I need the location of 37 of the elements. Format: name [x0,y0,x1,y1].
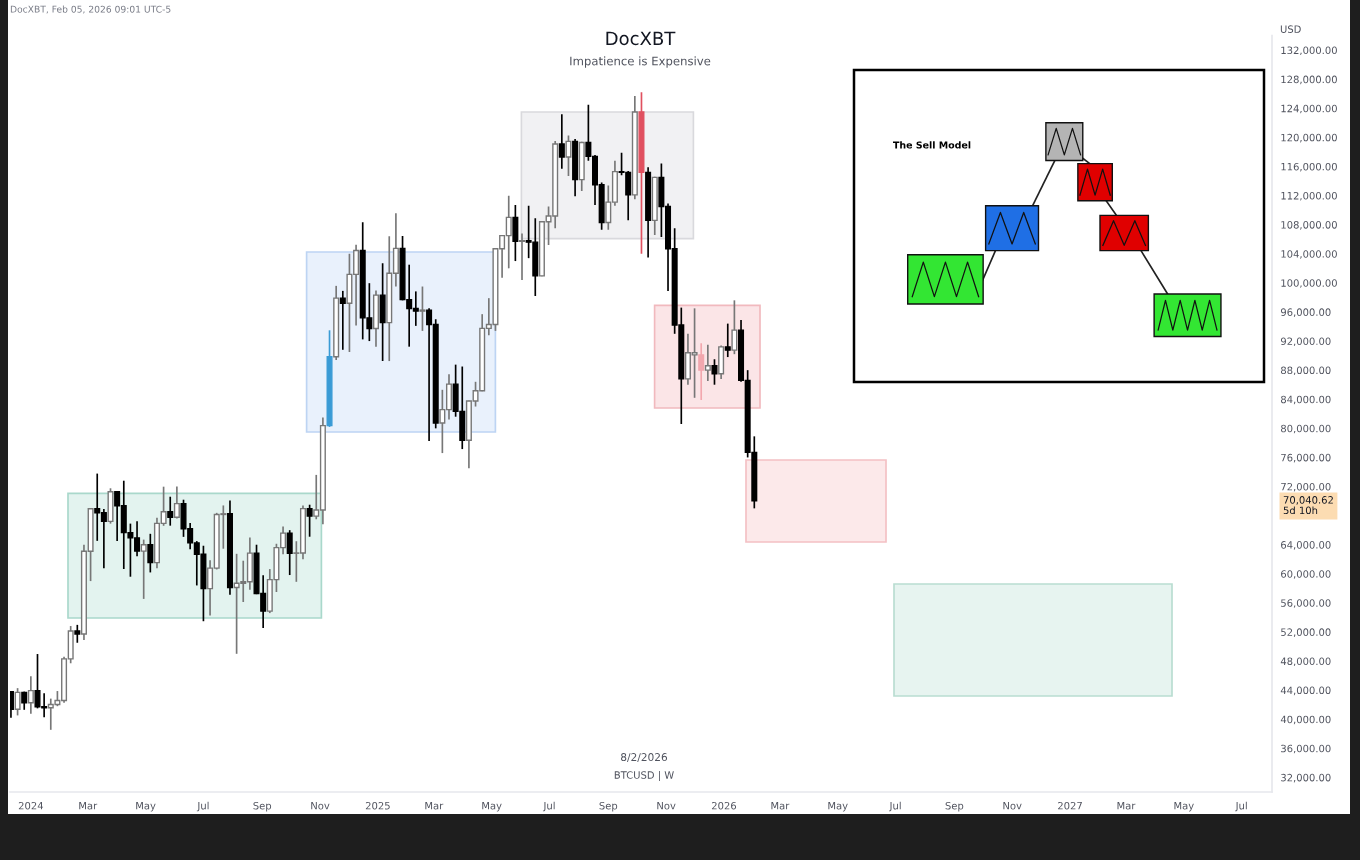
candlestick [173,485,180,520]
candlestick [691,307,698,399]
chart-title: DocXBT [606,31,676,46]
candlestick [698,342,705,401]
candlestick [704,343,711,382]
candlestick [14,687,21,717]
candlestick [711,358,718,386]
candlestick [34,653,41,710]
candlestick [47,697,54,731]
candlestick [27,675,34,715]
candlestick [339,290,346,351]
candlestick [419,285,426,332]
candlestick [346,252,353,353]
candlestick [167,495,174,527]
candlestick [572,138,579,198]
candlestick [558,113,565,170]
candlestick [459,365,466,450]
candlestick [578,140,585,192]
candlestick [731,299,738,355]
candlestick [200,544,207,623]
candlestick [306,503,313,538]
candlestick [426,307,433,442]
candlestick [233,552,240,655]
candlestick [286,529,293,576]
candlestick [147,532,154,574]
candlestick [518,232,526,281]
candlestick [372,289,380,348]
candlestick [379,262,386,362]
candlestick [140,538,147,600]
candlestick [512,204,519,262]
candlestick [724,322,731,358]
candlestick [565,134,572,177]
candlestick [651,175,658,236]
candlestick [120,479,127,570]
candlestick [107,487,114,525]
candlestick [505,194,512,270]
candlestick [718,344,725,380]
